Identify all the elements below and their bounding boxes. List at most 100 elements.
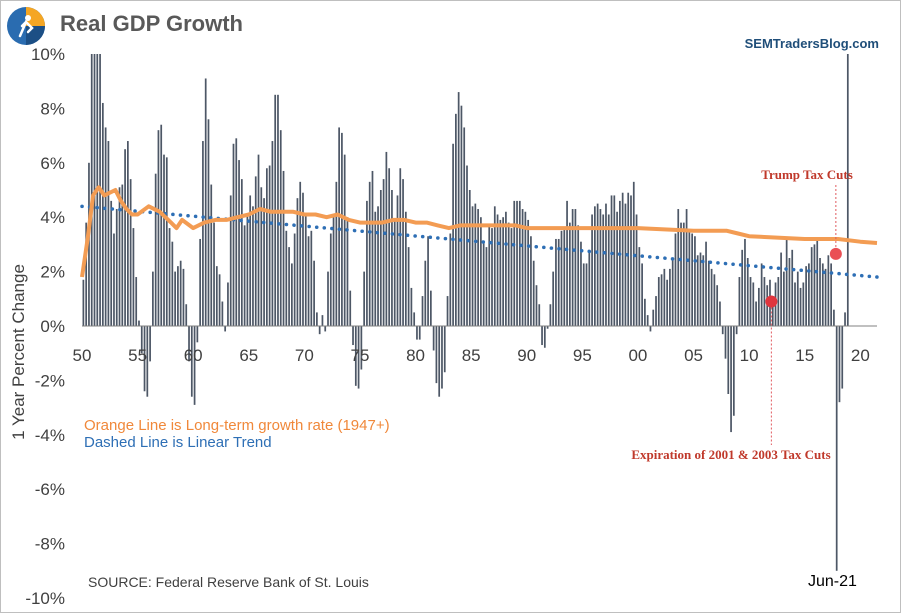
gdp-bar xyxy=(477,209,479,326)
gdp-bar xyxy=(657,277,660,326)
gdp-bar xyxy=(352,326,354,346)
gdp-bar xyxy=(182,268,185,326)
gdp-bar xyxy=(602,214,605,326)
gdp-bar xyxy=(157,130,160,326)
gdp-bar xyxy=(563,228,566,326)
gdp-bar xyxy=(732,326,735,416)
y-tick-label: 4% xyxy=(40,208,65,227)
gdp-bar xyxy=(669,268,671,326)
gdp-bar xyxy=(107,141,110,326)
gdp-bar xyxy=(794,282,796,326)
x-tick-label: 70 xyxy=(295,346,314,365)
gdp-bar xyxy=(663,268,666,326)
gdp-bar xyxy=(644,298,646,326)
gdp-bar xyxy=(580,241,582,326)
gdp-bar xyxy=(235,138,238,326)
gdp-bar xyxy=(691,233,694,326)
x-tick-label: 15 xyxy=(795,346,814,365)
gdp-bar xyxy=(146,326,149,397)
gdp-bar xyxy=(546,326,549,329)
gdp-bar xyxy=(641,263,643,326)
gdp-bar xyxy=(844,312,846,326)
gdp-bar xyxy=(780,252,782,326)
legend-long-term: Orange Line is Long-term growth rate (19… xyxy=(84,417,390,434)
gdp-bar xyxy=(455,113,457,326)
gdp-bar xyxy=(432,326,435,351)
gdp-bar xyxy=(190,326,193,397)
logo-icon xyxy=(7,7,45,45)
gdp-bar xyxy=(329,233,332,326)
gdp-bar xyxy=(758,287,760,326)
gdp-bar xyxy=(302,192,304,326)
gdp-bar xyxy=(810,247,813,326)
gdp-bar xyxy=(121,184,124,326)
gdp-bar xyxy=(568,222,571,326)
gdp-bar xyxy=(460,105,463,327)
gdp-bar xyxy=(607,214,610,326)
gdp-bar xyxy=(552,271,555,326)
x-tick-label: 65 xyxy=(239,346,258,365)
gdp-bar xyxy=(730,326,732,433)
gdp-bar xyxy=(402,179,404,326)
gdp-bar xyxy=(229,195,232,326)
gdp-bar xyxy=(263,198,265,326)
gdp-bar xyxy=(143,326,146,392)
gdp-bar xyxy=(338,127,340,326)
gdp-bar xyxy=(366,200,368,326)
gdp-bar xyxy=(171,241,174,326)
gdp-bar xyxy=(591,214,593,326)
gdp-bar xyxy=(382,179,385,326)
page-title: Real GDP Growth xyxy=(60,11,243,36)
x-tick-label: 80 xyxy=(406,346,425,365)
gdp-bar xyxy=(549,304,552,326)
gdp-bar xyxy=(327,271,329,326)
gdp-bar xyxy=(385,151,388,326)
gdp-bar xyxy=(416,326,418,340)
gdp-bar xyxy=(666,279,668,326)
gdp-bar xyxy=(752,282,755,326)
gdp-bar xyxy=(813,244,816,326)
gdp-bar xyxy=(174,271,176,326)
gdp-bar xyxy=(404,211,407,326)
gdp-bar xyxy=(596,203,599,326)
gdp-bar xyxy=(802,282,805,326)
gdp-bar xyxy=(296,198,299,326)
gdp-bar xyxy=(418,326,421,340)
gdp-bar xyxy=(627,192,630,326)
gdp-bar xyxy=(710,268,713,326)
legend-trend: Dashed Line is Linear Trend xyxy=(84,434,272,451)
gdp-bar xyxy=(132,228,135,326)
gdp-bar xyxy=(438,326,441,397)
gdp-bar xyxy=(104,127,107,326)
y-axis-label: 1 Year Percent Change xyxy=(9,264,28,440)
y-tick-label: 0% xyxy=(40,317,65,336)
gdp-bar xyxy=(671,258,674,326)
x-tick-label: 60 xyxy=(184,346,203,365)
gdp-bar xyxy=(749,277,752,326)
gdp-bar xyxy=(716,285,719,326)
y-tick-label: 10% xyxy=(31,45,65,64)
gdp-bar xyxy=(427,236,429,326)
gdp-bar xyxy=(101,102,104,327)
gdp-bar xyxy=(760,263,763,326)
gdp-bar xyxy=(677,209,680,326)
source-note: SOURCE: Federal Reserve Bank of St. Loui… xyxy=(88,574,369,590)
annotation-expiration: Expiration of 2001 & 2003 Tax Cuts xyxy=(631,447,830,462)
gdp-bar xyxy=(560,230,563,326)
x-tick-label: 55 xyxy=(128,346,147,365)
y-axis-ticks: 10% 8% 6% 4% 2% 0% -2% -4% -6% -8% -10% xyxy=(25,45,65,608)
gdp-bar xyxy=(763,277,766,326)
gdp-bar xyxy=(335,181,338,326)
gdp-bar xyxy=(755,301,757,326)
gdp-bar xyxy=(240,179,243,326)
gdp-bar xyxy=(307,236,310,326)
site-name: SEMTradersBlog.com xyxy=(744,36,879,51)
x-tick-label: 05 xyxy=(684,346,703,365)
gdp-bar xyxy=(605,203,607,326)
last-date-label: Jun-21 xyxy=(808,573,857,590)
gdp-bar xyxy=(124,149,126,326)
gdp-bar xyxy=(210,184,213,326)
y-tick-label: -6% xyxy=(35,480,65,499)
gdp-bar xyxy=(674,233,677,326)
gdp-bar xyxy=(707,260,710,326)
